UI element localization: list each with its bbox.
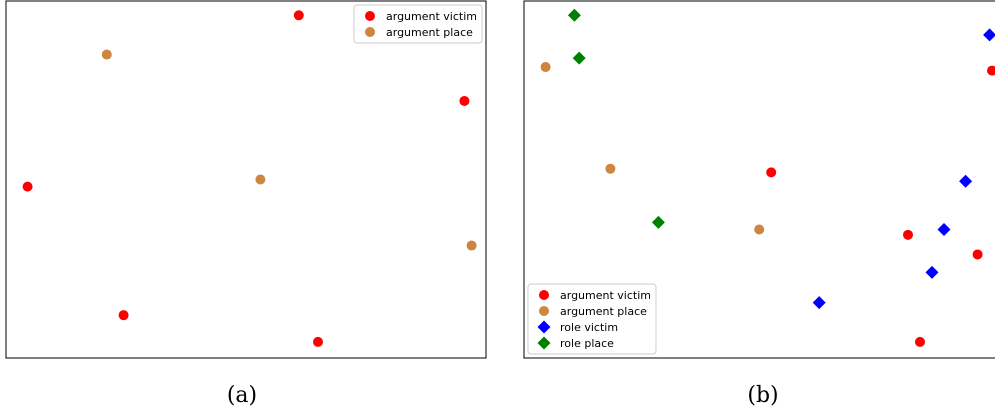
argument-victim-point	[293, 10, 304, 21]
legend-marker-role-place	[537, 336, 551, 350]
argument-place-point	[540, 62, 551, 73]
scatter-panel-b: argument victim argument place role victim…	[523, 0, 995, 408]
legend-label-role-place: role place	[560, 337, 614, 350]
argument-place-point	[466, 240, 477, 251]
legend-box	[353, 4, 483, 44]
role-place-point	[651, 215, 665, 229]
points-b	[540, 8, 995, 347]
legend-b: argument victim argument place role victim…	[527, 283, 657, 355]
legend-marker-argument-victim	[539, 290, 549, 300]
legend-box	[527, 283, 657, 355]
legend-marker-role-victim	[537, 320, 551, 334]
argument-victim-point	[766, 167, 777, 178]
role-victim-point	[925, 265, 939, 279]
legend-label-argument-place: argument place	[386, 26, 473, 39]
role-victim-point	[959, 174, 973, 188]
role-place-point	[572, 51, 586, 65]
legend-marker-argument-place	[539, 306, 549, 316]
argument-place-point	[605, 163, 616, 174]
plot-area-a	[5, 0, 487, 359]
argument-victim-point	[118, 310, 129, 321]
argument-victim-point	[915, 336, 925, 347]
legend-marker-argument-place	[365, 27, 375, 37]
points-a	[22, 10, 477, 347]
role-victim-point	[937, 222, 951, 236]
argument-victim-point	[313, 336, 323, 347]
argument-place-point	[754, 224, 765, 235]
argument-victim-point	[903, 229, 913, 240]
legend-label-argument-victim: argument victim	[386, 10, 477, 23]
legend-label-argument-victim: argument victim	[560, 289, 651, 302]
role-place-point	[567, 8, 581, 22]
role-victim-point	[812, 296, 826, 310]
legend-a: argument victim argument place	[353, 4, 483, 44]
argument-victim-point	[972, 249, 983, 260]
argument-victim-point	[22, 181, 33, 192]
argument-victim-point	[987, 65, 995, 76]
legend-marker-argument-victim	[365, 11, 375, 21]
role-victim-point	[983, 28, 995, 42]
caption-a: (a)	[227, 383, 257, 408]
argument-place-point	[101, 49, 112, 60]
legend-label-role-victim: role victim	[560, 321, 618, 334]
caption-b: (b)	[747, 383, 778, 408]
argument-place-point	[255, 174, 266, 185]
argument-victim-point	[459, 95, 470, 106]
legend-label-argument-place: argument place	[560, 305, 647, 318]
scatter-panel-a: argument victim argument place (a)	[5, 0, 487, 408]
